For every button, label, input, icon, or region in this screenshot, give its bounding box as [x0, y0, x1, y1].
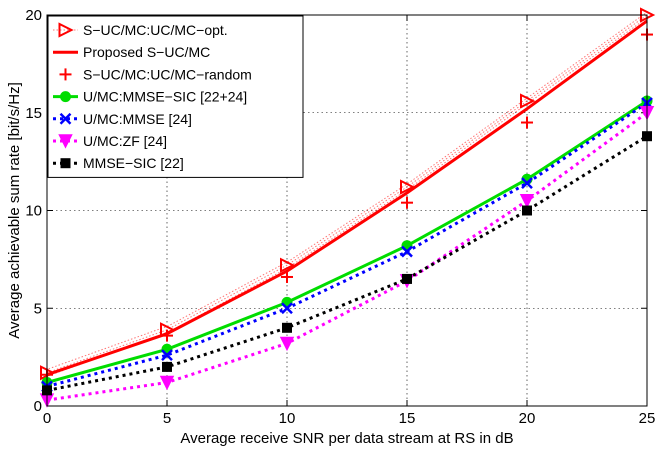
- x-tick-label: 25: [639, 410, 656, 427]
- legend-item: S−UC/MC:UC/MC−random: [59, 66, 252, 82]
- plot-frame: [46, 14, 648, 407]
- x-tick-label: 0: [43, 410, 51, 427]
- y-tick-label: 15: [25, 105, 42, 122]
- data-point: [402, 273, 412, 284]
- legend-marker: [60, 158, 71, 169]
- series-2: [46, 19, 648, 377]
- data-point: [280, 257, 296, 273]
- legend-item: U/MC:ZF [24]: [53, 133, 167, 149]
- data-point: [282, 322, 292, 333]
- series-line: [46, 111, 648, 402]
- legend-label: U/MC:MMSE [24]: [83, 111, 192, 127]
- series-layer: [39, 7, 656, 408]
- legend-marker: [59, 68, 72, 81]
- y-tick-label: 5: [34, 300, 42, 317]
- series-band-line: [48, 10, 649, 370]
- legend-marker: [59, 112, 72, 125]
- data-point: [159, 375, 175, 391]
- data-point: [521, 116, 533, 129]
- data-point: [519, 193, 535, 209]
- data-point: [281, 270, 293, 283]
- series-line: [46, 99, 648, 384]
- legend-label: MMSE−SIC [22]: [83, 155, 184, 171]
- series-line: [46, 101, 648, 388]
- y-axis-label: Average achievable sum rate [bit/s/Hz]: [6, 82, 23, 339]
- legend-item: U/MC:MMSE [24]: [53, 111, 192, 127]
- data-point: [401, 245, 413, 258]
- legend-label: U/MC:MMSE−SIC [22+24]: [83, 89, 247, 105]
- x-tick-label: 10: [279, 410, 296, 427]
- legend-marker: [58, 22, 74, 38]
- legend-label: S−UC/MC:UC/MC−opt.: [83, 22, 228, 38]
- y-tick-label: 0: [34, 398, 42, 415]
- data-point: [400, 179, 416, 195]
- legend: S−UC/MC:UC/MC−opt. Proposed S−UC/MC S−UC/M…: [47, 15, 304, 178]
- data-point: [401, 196, 413, 209]
- legend-marker: [60, 91, 71, 103]
- data-point: [281, 302, 293, 315]
- legend-box: [47, 15, 304, 178]
- data-point: [161, 349, 173, 362]
- legend-marker: [58, 134, 73, 149]
- y-tick-label: 20: [25, 7, 42, 24]
- data-point: [161, 329, 173, 342]
- legend-label: Proposed S−UC/MC: [83, 44, 210, 60]
- legend-item: Proposed S−UC/MC: [53, 44, 210, 60]
- legend-item: U/MC:MMSE−SIC [22+24]: [53, 89, 247, 105]
- x-axis-label: Average receive SNR per data stream at R…: [180, 430, 513, 447]
- data-point: [279, 336, 295, 352]
- series-line: [46, 19, 648, 377]
- x-tick-label: 5: [163, 410, 171, 427]
- legend-label: U/MC:ZF [24]: [83, 133, 167, 149]
- legend-item: MMSE−SIC [22]: [53, 155, 184, 171]
- data-point: [162, 361, 172, 372]
- series-line: [46, 134, 648, 392]
- x-tick-label: 15: [399, 410, 416, 427]
- x-tick-label: 20: [519, 410, 536, 427]
- y-tick-label: 10: [25, 203, 42, 220]
- legend-item: S−UC/MC:UC/MC−opt.: [53, 22, 228, 38]
- data-point: [520, 93, 536, 109]
- data-point: [521, 177, 533, 190]
- data-point: [522, 205, 532, 216]
- series-band-line: [46, 14, 648, 374]
- legend-label: S−UC/MC:UC/MC−random: [83, 66, 252, 82]
